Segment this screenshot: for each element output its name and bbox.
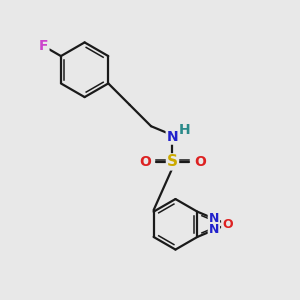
Text: N: N <box>209 224 219 236</box>
Text: H: H <box>179 123 191 137</box>
Text: O: O <box>194 155 206 169</box>
Text: S: S <box>167 154 178 169</box>
Text: O: O <box>222 218 233 231</box>
Text: O: O <box>139 155 151 169</box>
Text: F: F <box>39 39 48 53</box>
Text: N: N <box>209 212 219 225</box>
Text: N: N <box>167 130 178 144</box>
